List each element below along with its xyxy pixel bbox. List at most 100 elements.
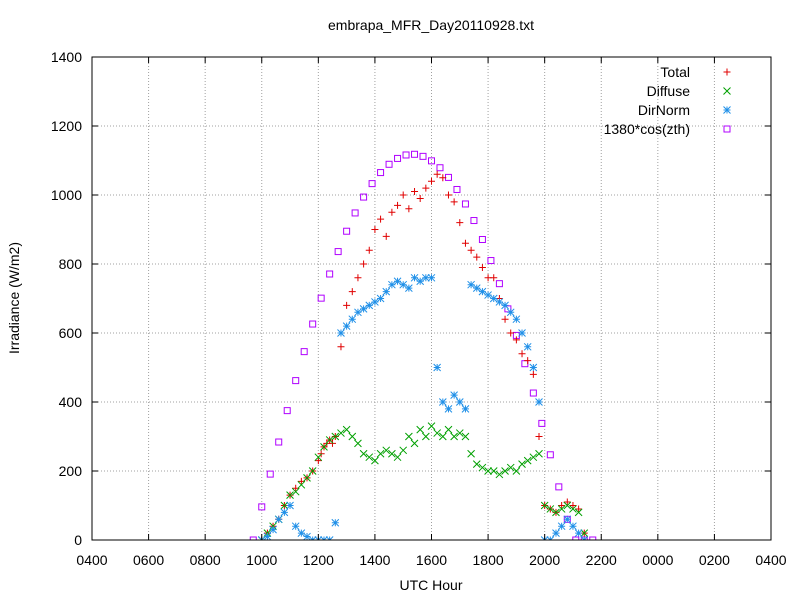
data-point: [320, 442, 328, 451]
data-point: [529, 363, 538, 372]
data-point: [512, 467, 521, 475]
data-point: [337, 429, 345, 437]
data-point: [337, 329, 345, 337]
data-point: [283, 407, 291, 415]
data-point: [291, 522, 300, 531]
series-0: [258, 170, 588, 540]
data-point: [405, 432, 413, 441]
x-tick-label: 0000: [642, 552, 673, 568]
data-point: [428, 177, 435, 185]
data-point: [495, 280, 503, 288]
data-point: [557, 522, 566, 531]
x-tick-label: 0600: [133, 552, 164, 568]
data-point: [467, 280, 475, 289]
data-point: [512, 315, 521, 324]
data-point: [368, 180, 376, 188]
x-tick-label: 0800: [190, 552, 221, 568]
data-point: [325, 436, 334, 444]
data-point: [501, 301, 509, 310]
x-tick-label: 1000: [246, 552, 277, 568]
data-point: [524, 357, 532, 365]
data-point: [490, 274, 498, 282]
data-point: [405, 205, 413, 213]
data-point: [309, 320, 317, 328]
y-tick-label: 800: [59, 256, 83, 272]
data-point: [461, 405, 470, 413]
data-point: [589, 536, 597, 540]
data-point: [376, 449, 385, 458]
data-point: [377, 169, 385, 177]
legend-marker: [723, 125, 731, 133]
y-tick-label: 600: [59, 325, 83, 341]
data-point: [444, 191, 452, 199]
data-point: [388, 208, 396, 216]
data-point: [354, 439, 362, 448]
data-point: [456, 219, 464, 227]
data-point: [274, 515, 283, 524]
y-tick-label: 200: [59, 463, 83, 479]
data-point: [574, 529, 583, 537]
legend: Total Diffuse DirNorm 1380*cos(zth): [604, 64, 731, 137]
data-point: [297, 480, 306, 489]
data-point: [382, 287, 391, 296]
data-point: [280, 508, 289, 517]
data-point: [557, 505, 566, 513]
data-point: [371, 456, 379, 465]
data-point: [535, 449, 543, 458]
data-point: [308, 467, 317, 475]
data-point: [546, 451, 554, 459]
data-point: [359, 304, 368, 313]
data-point: [569, 502, 577, 509]
data-point: [286, 491, 294, 500]
data-point: [399, 280, 408, 289]
x-tick-label: 0200: [699, 552, 730, 568]
data-point: [433, 429, 442, 437]
x-axis: 0400 0600 0800 1000 1200 1400 1600 1800 2000 2200…: [76, 57, 787, 568]
data-point: [444, 405, 453, 413]
data-point: [360, 193, 368, 201]
y-tick-label: 1400: [51, 49, 82, 65]
data-point: [535, 398, 543, 406]
data-point: [523, 342, 532, 351]
legend-label: Total: [660, 64, 690, 80]
legend-label: 1380*cos(zth): [604, 121, 690, 137]
data-point: [518, 350, 526, 358]
data-point: [388, 449, 396, 458]
data-point: [529, 453, 538, 462]
data-point: [376, 294, 385, 303]
data-point: [444, 173, 452, 181]
x-tick-label: 0400: [76, 552, 107, 568]
data-point: [297, 529, 306, 537]
data-point: [258, 503, 266, 511]
legend-marker: [723, 106, 731, 114]
data-point: [478, 287, 487, 296]
data-point: [521, 360, 529, 368]
data-point: [489, 467, 498, 475]
data-point: [450, 391, 458, 399]
data-point: [342, 322, 351, 330]
x-tick-label: 1800: [473, 552, 504, 568]
data-point: [421, 432, 430, 441]
legend-label: Diffuse: [647, 83, 691, 99]
data-point: [348, 288, 356, 296]
data-point: [438, 398, 447, 406]
data-point: [470, 217, 478, 225]
data-point: [428, 157, 435, 165]
data-point: [266, 470, 274, 478]
data-point: [354, 274, 362, 282]
data-point: [303, 474, 311, 482]
data-point: [382, 232, 390, 240]
data-point: [495, 470, 504, 479]
data-point: [303, 532, 311, 540]
x-tick-label: 0400: [755, 552, 786, 568]
data-point: [478, 236, 486, 244]
data-point: [365, 246, 373, 254]
data-point: [343, 227, 351, 235]
data-point: [518, 460, 526, 468]
data-point: [555, 483, 563, 491]
legend-label: DirNorm: [638, 102, 690, 118]
data-point: [421, 273, 430, 282]
data-point: [416, 277, 425, 286]
data-point: [467, 246, 475, 254]
